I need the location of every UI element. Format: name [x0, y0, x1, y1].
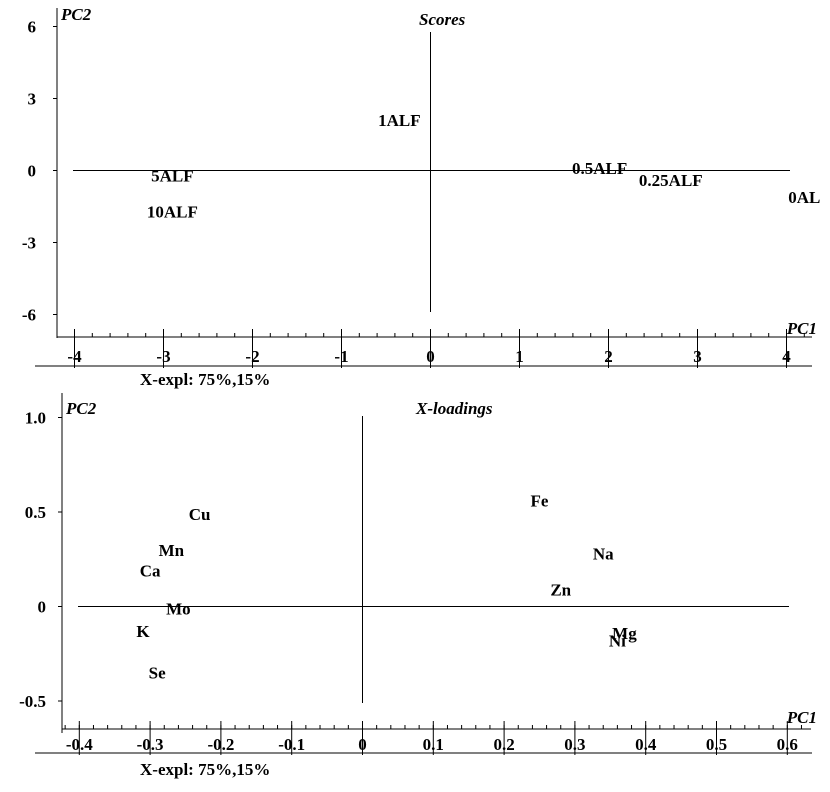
x-tick-label: 0.1 [423, 735, 444, 754]
x-tick-label: -3 [156, 347, 170, 366]
x-tick-label: -1 [334, 347, 348, 366]
x-axis-label: PC1 [786, 708, 817, 727]
data-point-label: 0AL [788, 188, 820, 207]
y-tick-label: -3 [22, 234, 36, 253]
x-tick-label: 4 [782, 347, 791, 366]
data-point-label: Zn [550, 580, 571, 599]
x-tick-label: 0.5 [706, 735, 727, 754]
scores-plot: -4 -3 -2 -1 0 1 2 3 4 6 3 0 -3 -6 Scores PC2 PC1 X-expl: … [22, 5, 821, 389]
x-tick-label: -0.4 [66, 735, 93, 754]
x-tick-label: -0.1 [278, 735, 305, 754]
y-tick-label: 0 [38, 598, 47, 617]
data-point-label: Mg [612, 624, 637, 643]
x-tick-label: 0.3 [564, 735, 585, 754]
x-tick-label: -0.2 [207, 735, 234, 754]
x-tick-label: 0.4 [635, 735, 657, 754]
loadings-plot: -0.4 -0.3 -0.2 -0.1 0 0.1 0.2 0.3 0.4 0.5 0.6 1.0 0.… [19, 393, 817, 779]
x-tick-label: -2 [245, 347, 259, 366]
x-tick-label: 0.6 [777, 735, 798, 754]
y-tick-label: 0 [28, 162, 37, 181]
y-tick-label: 3 [28, 90, 37, 109]
explained-variance-label: X-expl: 75%,15% [140, 760, 270, 779]
y-tick-label: 1.0 [25, 409, 46, 428]
y-tick-label: -0.5 [19, 692, 46, 711]
y-tick-label: 6 [28, 18, 37, 37]
x-tick-label: -0.3 [137, 735, 164, 754]
data-point-label: Cu [189, 505, 211, 524]
chart-title: Scores [419, 10, 466, 29]
x-tick-label: 0 [426, 347, 435, 366]
data-point-label: Na [593, 545, 614, 564]
data-point-label: Mo [166, 599, 191, 618]
x-tick-label: 0 [358, 735, 367, 754]
x-tick-label: 0.2 [493, 735, 514, 754]
data-point-label: K [136, 622, 150, 641]
x-tick-label: -4 [67, 347, 82, 366]
data-point-label: Ca [140, 562, 161, 581]
data-point-label: 0.5ALF [572, 159, 627, 178]
y-axis-label: PC2 [60, 5, 92, 24]
data-point-label: Fe [531, 492, 549, 511]
explained-variance-label: X-expl: 75%,15% [140, 370, 270, 389]
chart-title: X-loadings [415, 399, 493, 418]
data-point-label: 10ALF [147, 202, 198, 221]
y-axis-label: PC2 [65, 399, 97, 418]
x-axis-label: PC1 [786, 319, 817, 338]
data-point-label: Se [149, 664, 166, 683]
x-tick-label: 2 [604, 347, 613, 366]
y-tick-label: 0.5 [25, 503, 46, 522]
data-point-label: 1ALF [378, 111, 421, 130]
data-point-label: Mn [159, 541, 185, 560]
x-tick-label: 1 [515, 347, 524, 366]
data-point-label: 5ALF [151, 166, 194, 185]
x-tick-label: 3 [693, 347, 702, 366]
y-tick-label: -6 [22, 306, 36, 325]
data-point-label: Ni [609, 632, 626, 651]
data-point-label: 0.25ALF [639, 171, 703, 190]
